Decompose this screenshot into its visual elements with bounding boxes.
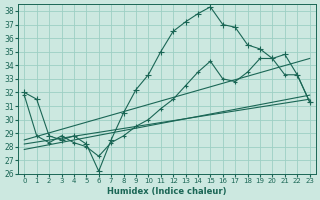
X-axis label: Humidex (Indice chaleur): Humidex (Indice chaleur) [107,187,227,196]
